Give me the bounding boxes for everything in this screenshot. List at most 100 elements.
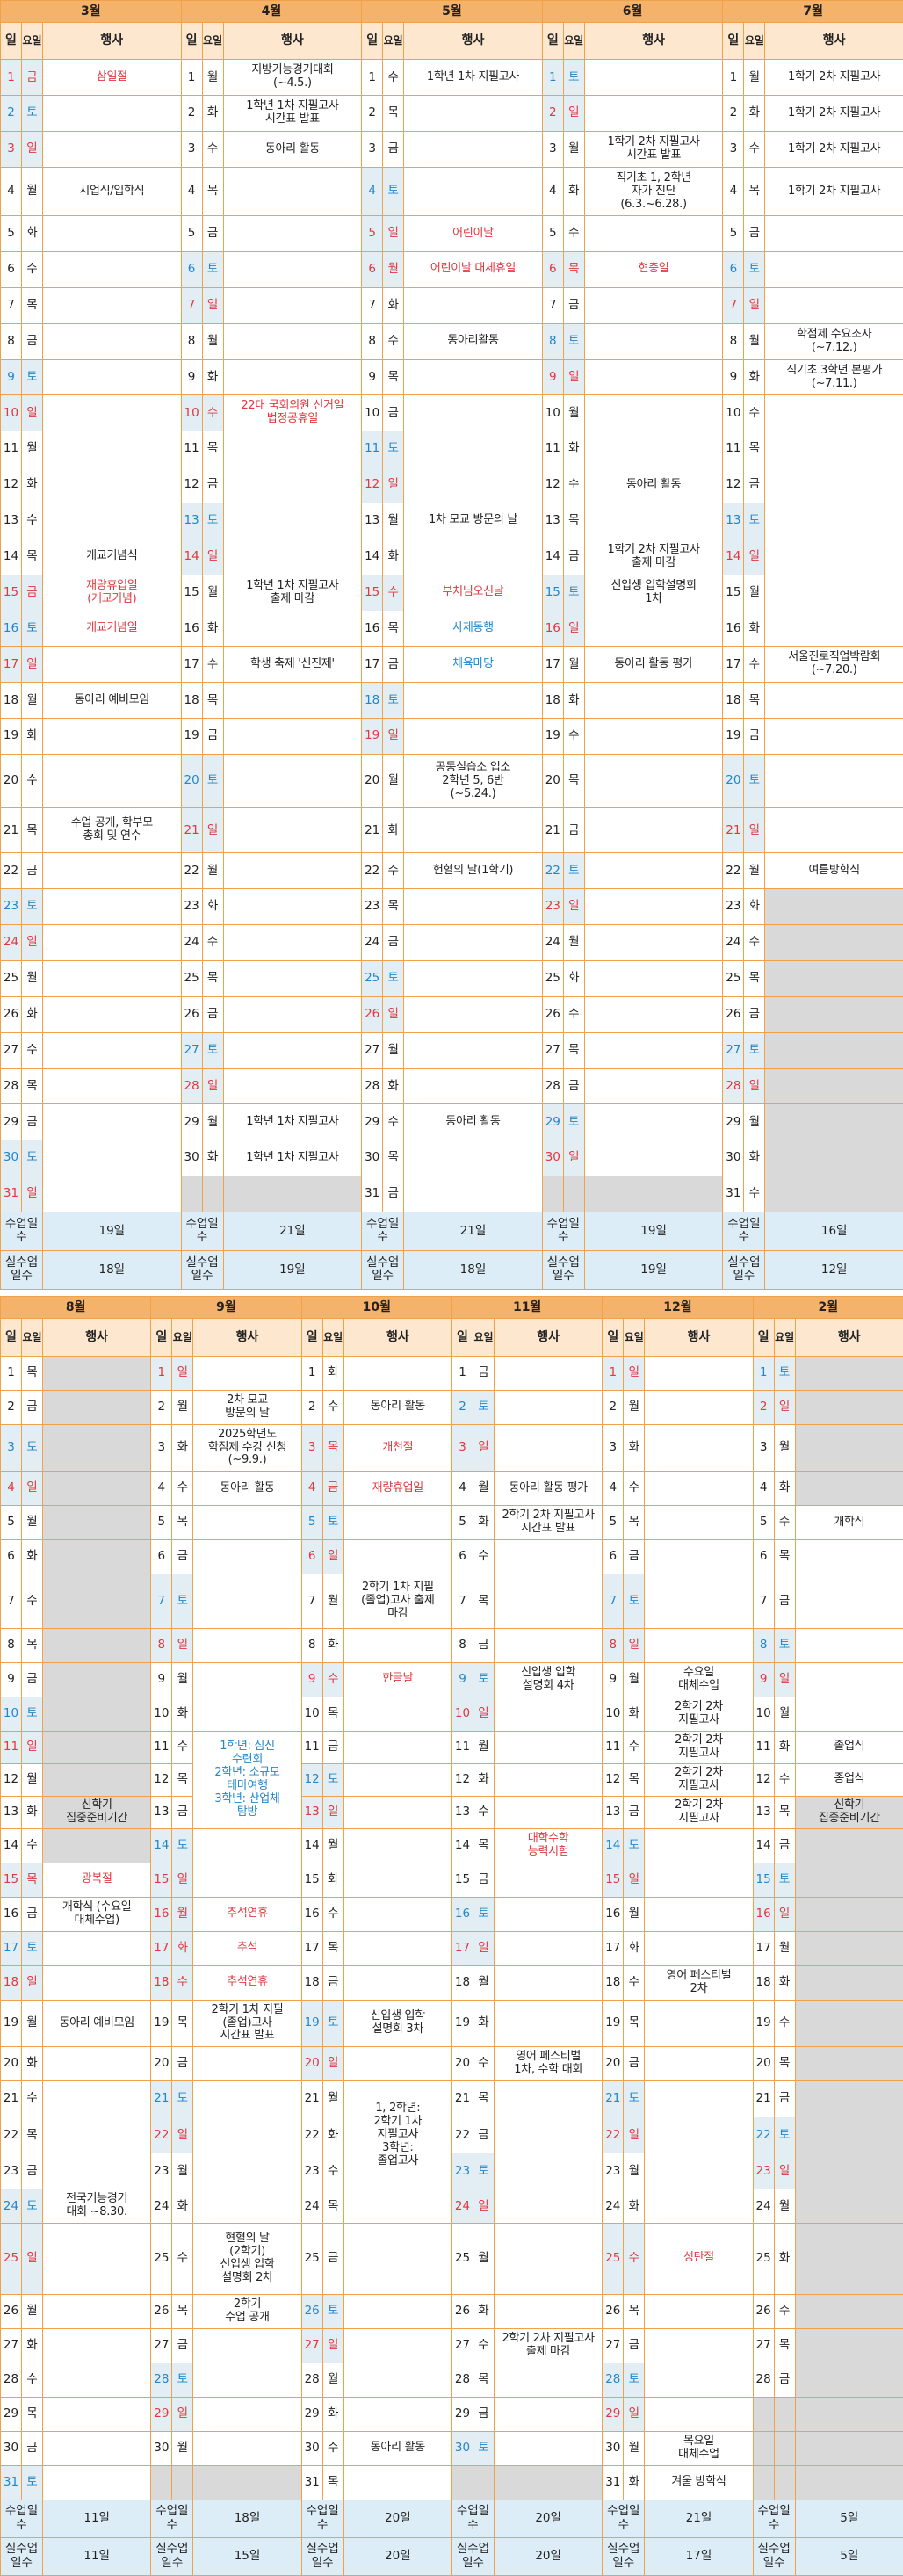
event-cell (644, 1574, 754, 1629)
table-row: 30 금 30 월 30 수 동아리 활동 30 토 30 월 목요일 대체수업 (0, 2430, 903, 2466)
day-number: 15 (602, 1862, 625, 1898)
day-number: 25 (300, 2223, 323, 2295)
event-cell (764, 1031, 903, 1069)
weekday: 화 (562, 682, 585, 720)
day-number: 31 (0, 1176, 22, 1212)
weekday: 일 (562, 888, 585, 926)
event-cell (583, 1103, 724, 1141)
event-cell (41, 1423, 152, 1473)
day-number: 23 (451, 2153, 473, 2190)
weekday: 금 (201, 995, 224, 1033)
day-number: 11 (752, 1730, 775, 1764)
table-row: 30 토 30 화 1학년 1차 지필고사 30 목 30 일 30 화 (0, 1140, 903, 1177)
table-row: 28 수 28 토 28 월 28 목 28 토 28 금 (0, 2362, 903, 2398)
day-number: 23 (752, 2153, 775, 2190)
day-number: 20 (752, 2046, 775, 2082)
weekday: 화 (21, 2046, 43, 2082)
event-cell: 어린이날 (403, 215, 543, 253)
empty-cell (472, 2464, 495, 2500)
weekday: 토 (21, 95, 43, 133)
event-cell: 대학수학 능력시험 (493, 1827, 603, 1863)
weekday: 목 (623, 1999, 646, 2048)
weekday: 일 (382, 467, 405, 504)
actual-class-days-value: 12일 (764, 1249, 903, 1291)
col-header-event: 행사 (794, 1317, 903, 1357)
weekday: 금 (382, 1176, 405, 1212)
day-number: 8 (602, 1627, 625, 1663)
weekday: 수 (21, 2362, 43, 2398)
actual-class-days-label: 실수업일수 (300, 2536, 344, 2576)
day-number: 17 (602, 1930, 625, 1966)
col-header-event: 행사 (343, 1317, 452, 1357)
weekday: 월 (201, 1103, 224, 1141)
weekday: 일 (21, 1471, 43, 1507)
weekday: 목 (201, 166, 224, 217)
day-number: 11 (722, 431, 745, 468)
weekday: 수 (562, 467, 585, 504)
day-number: 22 (541, 852, 564, 890)
actual-class-days-label: 실수업일수 (0, 2536, 43, 2576)
weekday: 금 (382, 131, 405, 168)
col-header-day: 일 (0, 1317, 22, 1357)
col-header-weekday: 요일 (201, 21, 224, 61)
event-cell: 직기초 3학년 본평가 (~7.11.) (764, 358, 903, 396)
day-number: 3 (0, 131, 22, 168)
day-number: 22 (0, 2117, 22, 2154)
day-number: 6 (150, 1539, 173, 1575)
event-cell: 종업식 (794, 1762, 903, 1797)
day-number: 7 (180, 286, 203, 324)
event-cell: 1학기 2차 지필고사 (764, 59, 903, 97)
event-cell (222, 995, 363, 1033)
day-number: 14 (0, 1827, 22, 1863)
weekday: 토 (21, 1930, 43, 1966)
day-number: 29 (300, 2396, 323, 2432)
day-number: 29 (0, 2396, 22, 2432)
table-row: 13 화 신학기 집중준비기간 13 금 13 일 13 수 13 금 2학기 2차 지필고사 13 목 신… (0, 1795, 903, 1829)
weekday: 화 (472, 1999, 495, 2048)
weekday: 일 (623, 2117, 646, 2154)
event-cell (794, 2223, 903, 2295)
weekday: 수 (201, 131, 224, 168)
table-row: 8 금 8 월 8 수 동아리활동 8 토 8 월 학점제 수요조사 (~7.12.) (0, 322, 903, 360)
event-cell (403, 1067, 543, 1105)
event-cell: 지방기능경기대회 (~4.5.) (222, 59, 363, 97)
event-cell (583, 718, 724, 756)
weekday: 화 (743, 358, 766, 396)
weekday: 토 (472, 2153, 495, 2190)
weekday: 일 (743, 286, 766, 324)
day-number: 27 (451, 2327, 473, 2363)
day-number: 17 (150, 1930, 173, 1966)
event-cell (403, 924, 543, 961)
event-cell: 동아리 활동 (222, 131, 363, 168)
event-cell (794, 1661, 903, 1697)
weekday: 월 (21, 959, 43, 997)
event-cell: 개교기념식 (42, 538, 182, 575)
event-cell (493, 2430, 603, 2466)
month-header: 10월 (300, 1296, 452, 1319)
weekday: 일 (21, 2223, 43, 2295)
event-cell (222, 807, 363, 854)
day-number: 22 (0, 852, 22, 890)
event-cell (493, 1896, 603, 1932)
table-row: 31 토 31 목 31 화 겨울 방학식 (0, 2464, 903, 2500)
table-row: 11 월 11 목 11 토 11 화 11 목 (0, 431, 903, 468)
day-number: 22 (602, 2117, 625, 2154)
weekday: 화 (171, 1423, 194, 1473)
weekday: 토 (21, 2464, 43, 2500)
weekday: 수 (623, 1471, 646, 1507)
weekday: 목 (562, 1031, 585, 1069)
weekday: 일 (21, 1176, 43, 1212)
weekday: 수 (201, 646, 224, 684)
day-number: 11 (300, 1730, 323, 1764)
day-number: 31 (300, 2464, 323, 2500)
event-cell (403, 807, 543, 854)
event-cell (41, 1471, 152, 1507)
event-cell (222, 322, 363, 360)
event-cell (794, 1827, 903, 1863)
day-number: 21 (0, 2080, 22, 2118)
weekday: 금 (743, 467, 766, 504)
day-number: 19 (150, 1999, 173, 2048)
day-number: 7 (602, 1574, 625, 1629)
weekday: 목 (623, 1762, 646, 1797)
day-number: 12 (752, 1762, 775, 1797)
